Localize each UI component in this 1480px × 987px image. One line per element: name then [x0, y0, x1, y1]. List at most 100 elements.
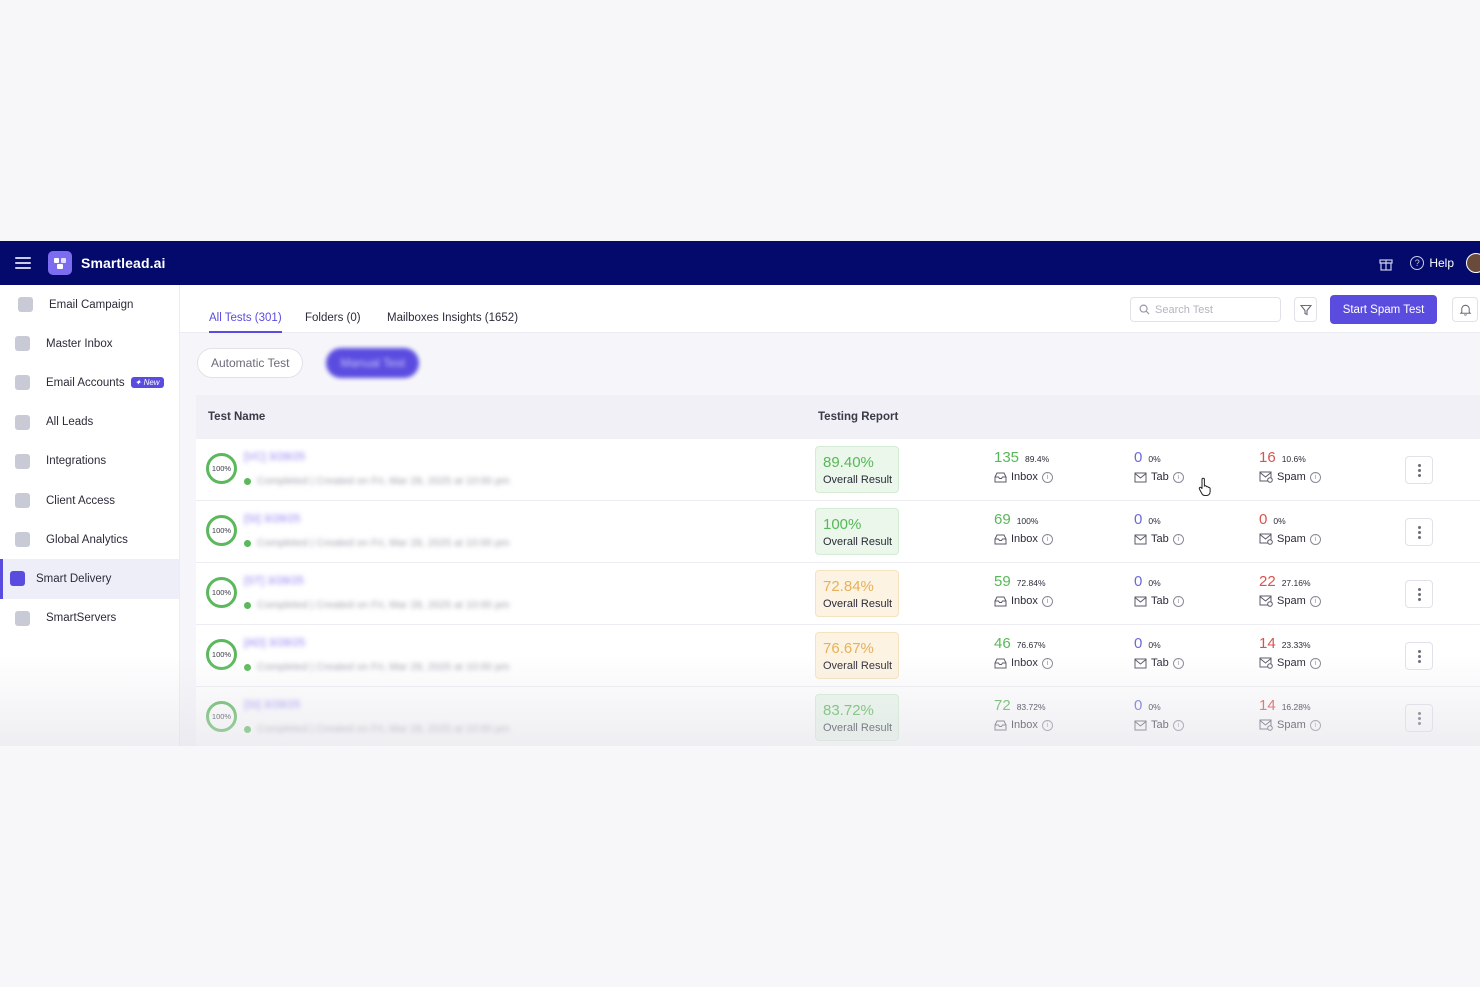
overall-result-value: 83.72% [823, 702, 874, 719]
overall-result-label: Overall Result [823, 474, 893, 486]
table-row[interactable]: 100% [AD] 3/28/25 Completed | Created on… [196, 625, 1480, 687]
inbox-count: 72 [994, 697, 1011, 714]
tab-label: Tab [1151, 533, 1169, 545]
sidebar-item-email-campaign[interactable]: Email Campaign [0, 285, 179, 324]
header-testing-report: Testing Report [818, 411, 899, 423]
sidebar-item-label: Email Accounts [46, 376, 125, 389]
brand-name: Smartlead.ai [81, 255, 166, 271]
info-icon[interactable]: i [1172, 595, 1184, 607]
inbox-count: 59 [994, 573, 1011, 590]
spam-metric: 0 0% Spam i [1259, 511, 1321, 545]
lightning-icon [15, 493, 30, 509]
table-row[interactable]: 100% [SI] 3/28/25 Completed | Created on… [196, 687, 1480, 746]
inbox-count: 69 [994, 511, 1011, 528]
row-actions-kebab-icon[interactable] [1405, 456, 1433, 484]
tab-count: 0 [1134, 511, 1143, 528]
table-header: Test Name Testing Report [196, 395, 1480, 439]
tab-label: Tab [1151, 471, 1169, 483]
envelope-icon [1134, 658, 1147, 668]
main-content: All Tests (301) Folders (0) Mailboxes In… [180, 285, 1480, 746]
info-icon[interactable]: i [1172, 719, 1184, 731]
sidebar-item-all-leads[interactable]: All Leads [0, 403, 179, 442]
sidebar-item-email-accounts[interactable]: Email Accounts ✦ New [0, 363, 179, 402]
overall-result-value: 100% [823, 516, 862, 533]
row-actions-kebab-icon[interactable] [1405, 704, 1433, 732]
hamburger-menu-icon[interactable] [15, 257, 31, 269]
test-name[interactable]: [ST] 3/28/25 [244, 575, 304, 587]
row-actions-kebab-icon[interactable] [1405, 580, 1433, 608]
tab-percent: 0% [1148, 454, 1161, 464]
inbox-label: Inbox [1011, 533, 1038, 545]
info-icon[interactable]: i [1172, 657, 1184, 669]
server-icon [15, 610, 30, 626]
tab-folders[interactable]: Folders (0) [305, 312, 361, 324]
info-icon[interactable]: i [1172, 533, 1184, 545]
search-input[interactable] [1155, 303, 1265, 316]
help-button[interactable]: ? Help [1410, 256, 1454, 270]
tab-metric: 0 0% Tab i [1134, 697, 1184, 731]
overall-result-badge: 83.72% Overall Result [815, 694, 899, 741]
mail-icon [15, 375, 30, 391]
spam-mail-icon [1259, 533, 1273, 545]
overall-result-badge: 100% Overall Result [815, 508, 899, 555]
info-icon[interactable]: i [1041, 719, 1053, 731]
overall-result-label: Overall Result [823, 722, 893, 734]
status-dot-icon [244, 539, 251, 547]
start-spam-test-button[interactable]: Start Spam Test [1330, 295, 1437, 324]
filter-button[interactable] [1294, 297, 1317, 322]
table-row[interactable]: 100% [SI] 3/28/25 Completed | Created on… [196, 501, 1480, 563]
sidebar-item-integrations[interactable]: Integrations [0, 442, 179, 481]
manual-test-toggle[interactable]: Manual Test [326, 348, 419, 378]
info-icon[interactable]: i [1041, 595, 1053, 607]
sidebar-item-global-analytics[interactable]: Global Analytics [0, 520, 179, 559]
header-test-name: Test Name [208, 411, 266, 423]
info-icon[interactable]: i [1309, 657, 1321, 669]
info-icon[interactable]: i [1309, 595, 1321, 607]
new-badge-label: New [143, 378, 160, 388]
row-actions-kebab-icon[interactable] [1405, 642, 1433, 670]
test-status: Completed | Created on Fri, Mar 28, 2025… [244, 723, 510, 735]
notifications-button[interactable] [1452, 297, 1478, 322]
spam-metric: 16 10.6% Spam i [1259, 449, 1321, 483]
sidebar-item-smart-delivery[interactable]: Smart Delivery [0, 559, 179, 599]
tab-mailboxes-insights[interactable]: Mailboxes Insights (1652) [387, 312, 519, 324]
inbox-icon [994, 720, 1007, 731]
automatic-test-toggle[interactable]: Automatic Test [197, 348, 304, 378]
table-row[interactable]: 100% [VC] 3/28/25 Completed | Created on… [196, 439, 1480, 501]
info-icon[interactable]: i [1309, 471, 1321, 483]
sidebar-item-label: All Leads [46, 416, 94, 429]
sidebar-item-master-inbox[interactable]: Master Inbox [0, 324, 179, 363]
inbox-label: Inbox [1011, 471, 1038, 483]
table-row[interactable]: 100% [ST] 3/28/25 Completed | Created on… [196, 563, 1480, 625]
info-icon[interactable]: i [1041, 657, 1053, 669]
test-name[interactable]: [VC] 3/28/25 [244, 451, 306, 463]
inbox-icon [994, 534, 1007, 545]
user-avatar[interactable] [1466, 253, 1480, 273]
test-name[interactable]: [SI] 3/28/25 [244, 513, 301, 525]
sidebar-item-client-access[interactable]: Client Access [0, 481, 179, 520]
sidebar-item-label: SmartServers [46, 612, 117, 625]
tab-all-tests[interactable]: All Tests (301) [209, 312, 282, 333]
spam-label: Spam [1277, 719, 1306, 731]
bar-chart-icon [15, 532, 30, 548]
smartlead-logo-icon[interactable] [48, 251, 72, 275]
info-icon[interactable]: i [1172, 471, 1184, 483]
info-icon[interactable]: i [1041, 533, 1053, 545]
info-icon[interactable]: i [1309, 719, 1321, 731]
row-actions-kebab-icon[interactable] [1405, 518, 1433, 546]
test-meta: Completed | Created on Fri, Mar 28, 2025… [257, 599, 510, 611]
tab-metric: 0 0% Tab i [1134, 511, 1184, 545]
progress-label: 100% [211, 464, 232, 473]
test-name[interactable]: [AD] 3/28/25 [244, 637, 306, 649]
test-name[interactable]: [SI] 3/28/25 [244, 699, 301, 711]
tab-count: 0 [1134, 573, 1143, 590]
inbox-count: 46 [994, 635, 1011, 652]
tests-table: Test Name Testing Report 100% [VC] 3/28/… [196, 395, 1480, 746]
info-icon[interactable]: i [1309, 533, 1321, 545]
sidebar-item-label: Global Analytics [46, 533, 128, 546]
gift-icon[interactable] [1378, 255, 1394, 271]
sidebar-item-smartservers[interactable]: SmartServers [0, 599, 179, 638]
tab-percent: 0% [1148, 702, 1161, 712]
info-icon[interactable]: i [1041, 471, 1053, 483]
spam-percent: 10.6% [1281, 454, 1306, 464]
